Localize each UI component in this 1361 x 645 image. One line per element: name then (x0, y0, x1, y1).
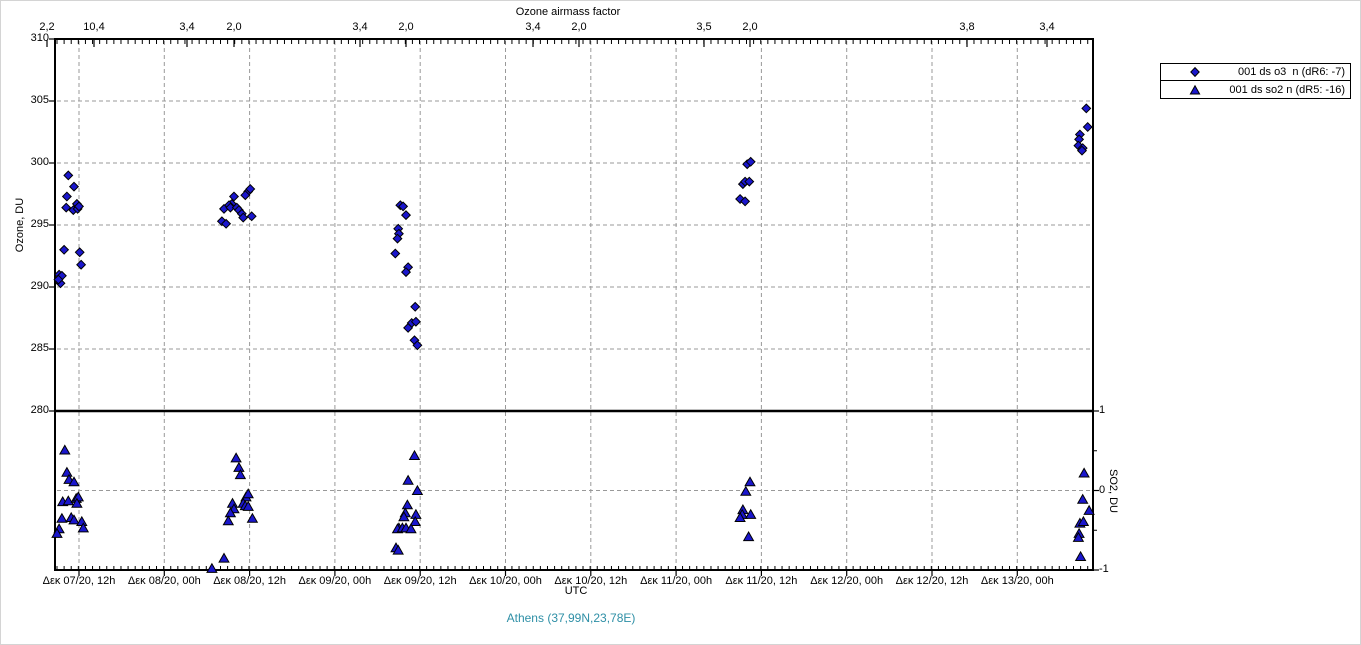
so2-data-point (59, 444, 71, 455)
diamond-marker-icon (1188, 66, 1202, 78)
so2-data-point (68, 476, 80, 487)
o3-data-point (410, 316, 421, 327)
so2-data-point (230, 452, 242, 463)
so2-data-point (77, 522, 90, 533)
so2-data-point (409, 515, 421, 526)
top-axis-title: Ozone airmass factor (515, 6, 621, 18)
so2-data-point (218, 552, 230, 563)
so2-data-point (740, 485, 752, 496)
so2-data-point (405, 523, 417, 534)
o3-data-point (400, 210, 412, 221)
o3-data-point (228, 191, 240, 202)
o3-data-point (238, 212, 249, 223)
so2-data-point (1083, 504, 1095, 515)
o3-data-point (1081, 103, 1092, 114)
o3-data-point (245, 183, 256, 195)
so2-data-point (68, 514, 80, 525)
so2-data-point (76, 515, 88, 526)
o3-data-point (53, 274, 64, 285)
o3-data-point (59, 244, 70, 255)
o3-data-point (76, 259, 87, 270)
so2-data-point (1072, 531, 1085, 542)
legend-entry-so2: 001 ds so2 n (dR5: -16) (1161, 81, 1350, 98)
so2-data-point (392, 544, 404, 555)
so2-data-point (233, 461, 245, 472)
so2-data-point (206, 562, 218, 573)
so2-data-point (61, 466, 73, 477)
o3-data-point (398, 201, 409, 212)
o3-data-point (61, 202, 72, 213)
o3-data-point (390, 248, 401, 259)
so2-data-point (401, 499, 414, 510)
legend-label-so2: 001 ds so2 n (dR5: -16) (1229, 83, 1345, 96)
so2-data-point (411, 484, 424, 495)
o3-data-point (403, 322, 414, 333)
so2-data-point (224, 507, 237, 518)
o3-data-point (73, 201, 85, 212)
legend-label-o3: 001 ds o3 n (dR6: -7) (1237, 66, 1345, 78)
o3-data-point (410, 301, 421, 312)
so2-data-point (1076, 493, 1089, 504)
legend: 001 ds o3 n (dR6: -7) 001 ds so2 n (dR5:… (1160, 63, 1351, 99)
so2-data-point (742, 530, 755, 542)
o3-data-point (74, 247, 85, 258)
so2-data-point (1074, 550, 1087, 561)
o3-data-point (740, 196, 751, 207)
legend-entry-o3: 001 ds o3 n (dR6: -7) (1161, 64, 1350, 81)
so2-data-point (71, 497, 83, 508)
station-caption: Athens (37,99N,23,78E) (506, 611, 636, 625)
o3-data-point (246, 211, 257, 222)
o3-data-point (68, 181, 80, 192)
so2-data-point (1078, 467, 1090, 478)
o3-data-point (412, 340, 423, 351)
so2-data-point (398, 511, 410, 522)
so2-data-point (408, 449, 421, 460)
so2-data-point (222, 515, 235, 526)
o3-data-point (745, 156, 756, 167)
so2-data-point (402, 474, 414, 485)
o3-data-point (1076, 145, 1088, 156)
so2-data-point (242, 500, 254, 511)
o3-data-point (221, 218, 232, 229)
triangle-marker-icon (1188, 84, 1202, 96)
o3-data-point (240, 190, 251, 201)
o3-data-point (400, 267, 412, 278)
o3-data-point (1082, 121, 1093, 133)
so2-data-point (246, 512, 259, 523)
o3-data-point (61, 191, 72, 202)
o3-data-point (744, 176, 755, 187)
so2-data-point (1077, 515, 1090, 526)
so2-data-point (56, 512, 68, 523)
so2-data-point (410, 508, 422, 519)
so2-data-point (744, 476, 756, 487)
so2-data-point (234, 468, 247, 480)
so2-data-point (734, 511, 746, 522)
o3-data-point (63, 170, 74, 181)
x-axis-title: UTC (564, 585, 588, 597)
so2-data-point (744, 508, 757, 519)
o3-data-point (392, 233, 403, 244)
so2-data-point (51, 527, 63, 538)
so2-data-point (242, 488, 254, 499)
